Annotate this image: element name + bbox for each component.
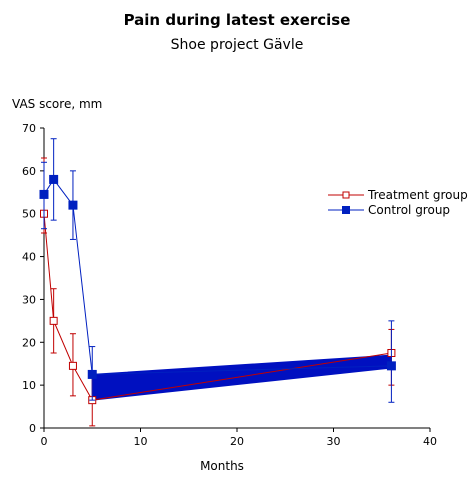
x-tick-label: 30 [327,435,341,448]
y-tick-label: 30 [22,293,36,306]
chart-title: Pain during latest exercise [124,11,351,29]
data-point [49,174,59,184]
data-point [49,316,58,325]
x-tick-label: 0 [41,435,48,448]
axes: 0 10 20 30 40 50 60 70 0 10 20 30 40 [22,122,437,448]
data-point [39,189,49,199]
y-tick-label: 50 [22,208,36,221]
data-point [386,361,396,371]
x-tick-label: 40 [423,435,437,448]
legend-label: Control group [368,203,450,217]
series-line [43,178,392,375]
y-tick-label: 0 [29,422,36,435]
chart-subtitle: Shoe project Gävle [171,37,304,53]
data-point [68,200,78,210]
data-point [87,369,97,379]
y-axis-label: VAS score, mm [12,97,102,111]
y-tick-label: 60 [22,165,36,178]
y-tick-label: 40 [22,251,36,264]
series-1 [39,138,396,403]
y-tick-label: 70 [22,122,36,135]
x-tick-label: 20 [230,435,244,448]
y-tick-label: 20 [22,336,36,349]
x-axis-label: Months [200,459,244,473]
x-tick-label: 10 [134,435,148,448]
series-layer [39,138,396,427]
y-tick-label: 10 [22,379,36,392]
data-point [68,361,77,370]
legend-marker [342,206,350,214]
legend-label: Treatment group [367,188,468,202]
legend-marker [342,191,350,199]
